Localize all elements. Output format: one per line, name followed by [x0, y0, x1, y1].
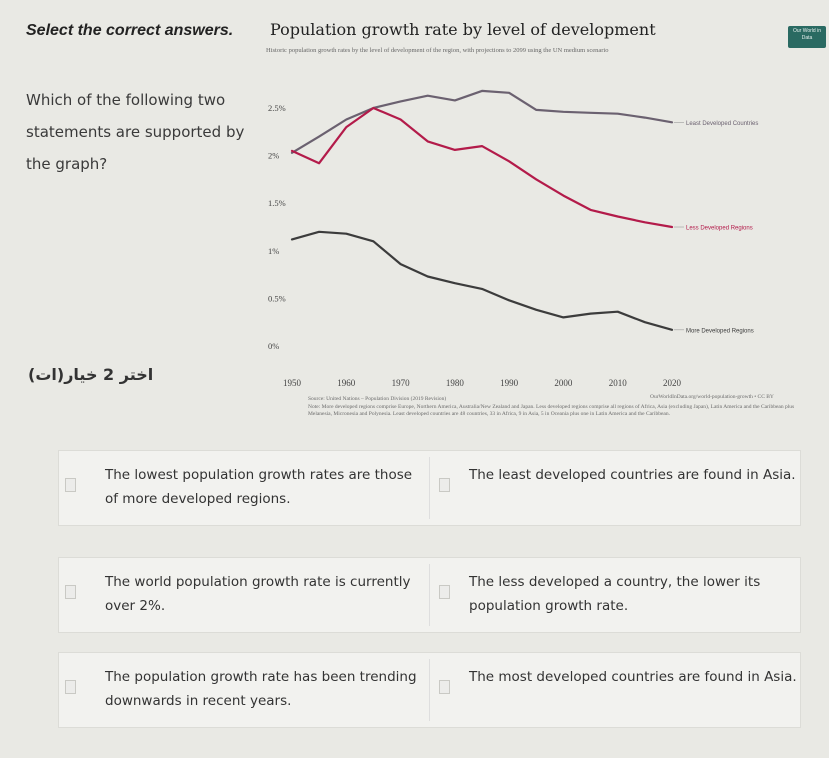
chart-license: OurWorldInData.org/world-population-grow…	[650, 394, 774, 400]
answer-option-label: The world population growth rate is curr…	[105, 574, 411, 614]
chart-subtitle: Historic population growth rates by the …	[266, 47, 609, 54]
divider	[429, 457, 430, 519]
owid-logo: Our World in Data	[788, 26, 826, 48]
answer-option-label: The less developed a country, the lower …	[469, 574, 761, 614]
chart-source-text: Source: United Nations – Population Divi…	[308, 396, 447, 402]
x-tick-label: 1970	[392, 378, 411, 388]
x-tick-label: 1960	[337, 378, 356, 388]
x-tick-label: 1980	[446, 378, 465, 388]
question-text: Which of the following two statements ar…	[26, 91, 245, 173]
x-tick-label: 2020	[663, 378, 682, 388]
y-tick-label: 0.5%	[268, 293, 286, 303]
answer-option-label: The lowest population growth rates are t…	[105, 467, 413, 507]
x-tick-label: 1950	[283, 378, 302, 388]
checkbox-icon[interactable]	[439, 680, 450, 694]
answer-option[interactable]: The least developed countries are found …	[431, 451, 801, 527]
divider	[429, 564, 430, 626]
series-line	[290, 89, 674, 154]
selection-hint: اختر 2 خيار(ات)	[28, 365, 154, 384]
chart-note-text: Note: More developed regions comprise Eu…	[308, 403, 795, 418]
series-line	[290, 230, 674, 331]
x-tick-label: 2010	[609, 378, 628, 388]
answer-row: The lowest population growth rates are t…	[58, 450, 801, 526]
y-tick-label: 0%	[268, 341, 279, 351]
series-label: More Developed Regions	[686, 328, 754, 334]
answer-option-label: The least developed countries are found …	[469, 467, 796, 483]
answer-option[interactable]: The lowest population growth rates are t…	[59, 451, 429, 527]
checkbox-icon[interactable]	[439, 585, 450, 599]
line-chart: 1950 1960 1970 1980 1990 2000 2010 2020 0% 0.5% 1%…	[268, 89, 758, 388]
answer-option[interactable]: The world population growth rate is curr…	[59, 558, 429, 634]
y-tick-label: 1%	[268, 246, 279, 256]
answer-row: The population growth rate has been tren…	[58, 652, 801, 728]
answer-row: The world population growth rate is curr…	[58, 557, 801, 633]
checkbox-icon[interactable]	[65, 585, 76, 599]
divider	[429, 659, 430, 721]
answer-option-label: The most developed countries are found i…	[469, 669, 797, 685]
checkbox-icon[interactable]	[65, 478, 76, 492]
chart-source: Source: United Nations – Population Divi…	[308, 396, 798, 419]
checkbox-icon[interactable]	[439, 478, 450, 492]
answer-option[interactable]: The most developed countries are found i…	[431, 653, 801, 729]
answer-option[interactable]: The population growth rate has been tren…	[59, 653, 429, 729]
x-tick-label: 1990	[500, 378, 519, 388]
y-tick-label: 2%	[268, 151, 279, 161]
answer-option-label: The population growth rate has been tren…	[105, 669, 417, 709]
instruction-title: Select the correct answers.	[26, 22, 234, 39]
chart-title: Population growth rate by level of devel…	[270, 20, 656, 39]
series-line	[290, 106, 674, 229]
series-label: Least Developed Countries	[686, 121, 758, 127]
y-tick-label: 1.5%	[268, 198, 286, 208]
x-tick-label: 2000	[554, 378, 573, 388]
checkbox-icon[interactable]	[65, 680, 76, 694]
series-label: Less Developed Regions	[686, 226, 753, 232]
y-tick-label: 2.5%	[268, 103, 286, 113]
answer-option[interactable]: The less developed a country, the lower …	[431, 558, 801, 634]
